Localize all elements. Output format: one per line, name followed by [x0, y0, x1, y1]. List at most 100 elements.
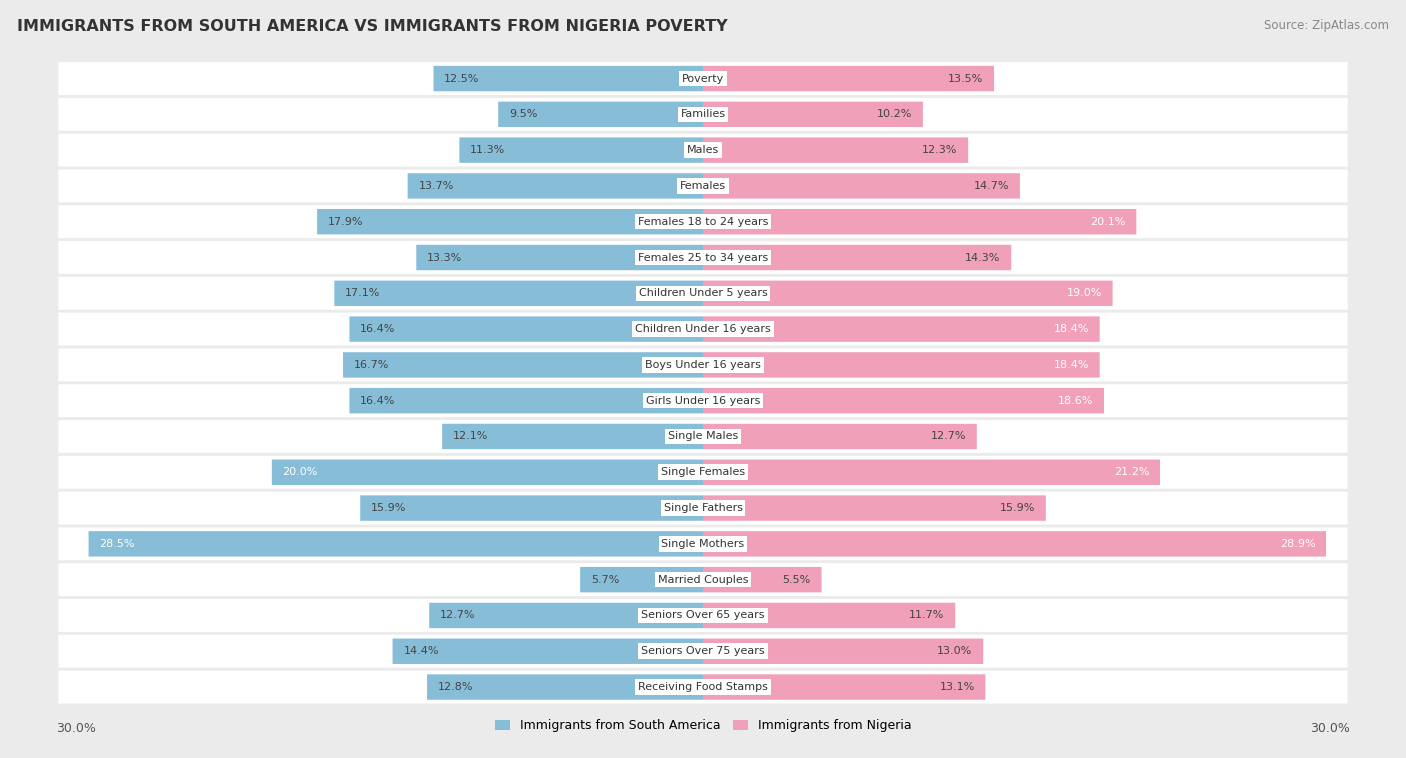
FancyBboxPatch shape	[703, 280, 1112, 306]
Text: 9.5%: 9.5%	[509, 109, 537, 119]
FancyBboxPatch shape	[703, 66, 994, 91]
FancyBboxPatch shape	[59, 528, 1347, 560]
FancyBboxPatch shape	[703, 174, 1019, 199]
FancyBboxPatch shape	[335, 280, 703, 306]
FancyBboxPatch shape	[433, 66, 703, 91]
Text: 12.7%: 12.7%	[931, 431, 966, 441]
Text: 28.5%: 28.5%	[100, 539, 135, 549]
FancyBboxPatch shape	[59, 634, 1347, 668]
FancyBboxPatch shape	[408, 174, 703, 199]
FancyBboxPatch shape	[703, 531, 1326, 556]
FancyBboxPatch shape	[460, 137, 703, 163]
Text: 11.7%: 11.7%	[910, 610, 945, 621]
FancyBboxPatch shape	[703, 102, 922, 127]
FancyBboxPatch shape	[59, 420, 1347, 453]
FancyBboxPatch shape	[416, 245, 703, 270]
FancyBboxPatch shape	[703, 352, 1099, 377]
Text: 11.3%: 11.3%	[470, 145, 505, 155]
FancyBboxPatch shape	[703, 459, 1160, 485]
FancyBboxPatch shape	[59, 599, 1347, 632]
FancyBboxPatch shape	[59, 492, 1347, 525]
Text: Married Couples: Married Couples	[658, 575, 748, 584]
Text: 20.0%: 20.0%	[283, 467, 318, 478]
Text: Seniors Over 75 years: Seniors Over 75 years	[641, 647, 765, 656]
FancyBboxPatch shape	[703, 496, 1046, 521]
Text: Poverty: Poverty	[682, 74, 724, 83]
FancyBboxPatch shape	[703, 603, 955, 628]
Text: 12.1%: 12.1%	[453, 431, 488, 441]
Text: 18.4%: 18.4%	[1053, 324, 1088, 334]
Text: 13.1%: 13.1%	[939, 682, 974, 692]
Text: Single Mothers: Single Mothers	[661, 539, 745, 549]
FancyBboxPatch shape	[59, 170, 1347, 202]
Text: 16.4%: 16.4%	[360, 396, 395, 406]
FancyBboxPatch shape	[59, 384, 1347, 417]
Text: 28.9%: 28.9%	[1279, 539, 1315, 549]
Text: Seniors Over 65 years: Seniors Over 65 years	[641, 610, 765, 621]
FancyBboxPatch shape	[343, 352, 703, 377]
Text: Children Under 16 years: Children Under 16 years	[636, 324, 770, 334]
Text: 21.2%: 21.2%	[1114, 467, 1149, 478]
Text: 14.7%: 14.7%	[973, 181, 1010, 191]
Text: Females: Females	[681, 181, 725, 191]
FancyBboxPatch shape	[392, 638, 703, 664]
Text: IMMIGRANTS FROM SOUTH AMERICA VS IMMIGRANTS FROM NIGERIA POVERTY: IMMIGRANTS FROM SOUTH AMERICA VS IMMIGRA…	[17, 19, 727, 34]
Text: 15.9%: 15.9%	[371, 503, 406, 513]
FancyBboxPatch shape	[703, 388, 1104, 413]
FancyBboxPatch shape	[59, 312, 1347, 346]
Text: Girls Under 16 years: Girls Under 16 years	[645, 396, 761, 406]
Text: 13.3%: 13.3%	[427, 252, 463, 262]
FancyBboxPatch shape	[581, 567, 703, 592]
Text: Boys Under 16 years: Boys Under 16 years	[645, 360, 761, 370]
Text: Children Under 5 years: Children Under 5 years	[638, 288, 768, 299]
Text: 12.5%: 12.5%	[444, 74, 479, 83]
FancyBboxPatch shape	[498, 102, 703, 127]
FancyBboxPatch shape	[271, 459, 703, 485]
Text: Receiving Food Stamps: Receiving Food Stamps	[638, 682, 768, 692]
Legend: Immigrants from South America, Immigrants from Nigeria: Immigrants from South America, Immigrant…	[489, 714, 917, 738]
FancyBboxPatch shape	[59, 205, 1347, 238]
FancyBboxPatch shape	[703, 316, 1099, 342]
FancyBboxPatch shape	[703, 424, 977, 449]
Text: 13.7%: 13.7%	[419, 181, 454, 191]
Text: 17.9%: 17.9%	[328, 217, 363, 227]
FancyBboxPatch shape	[429, 603, 703, 628]
FancyBboxPatch shape	[703, 567, 821, 592]
Text: 15.9%: 15.9%	[1000, 503, 1035, 513]
Text: 19.0%: 19.0%	[1067, 288, 1102, 299]
Text: 14.4%: 14.4%	[404, 647, 439, 656]
Text: Females 25 to 34 years: Females 25 to 34 years	[638, 252, 768, 262]
Text: 16.4%: 16.4%	[360, 324, 395, 334]
FancyBboxPatch shape	[703, 137, 969, 163]
Text: Single Fathers: Single Fathers	[664, 503, 742, 513]
FancyBboxPatch shape	[703, 638, 983, 664]
FancyBboxPatch shape	[350, 388, 703, 413]
FancyBboxPatch shape	[59, 671, 1347, 703]
Text: 13.5%: 13.5%	[948, 74, 983, 83]
FancyBboxPatch shape	[89, 531, 703, 556]
Text: 16.7%: 16.7%	[354, 360, 389, 370]
FancyBboxPatch shape	[703, 245, 1011, 270]
Text: Males: Males	[688, 145, 718, 155]
Text: 12.8%: 12.8%	[437, 682, 474, 692]
Text: Families: Families	[681, 109, 725, 119]
Text: Source: ZipAtlas.com: Source: ZipAtlas.com	[1264, 19, 1389, 32]
FancyBboxPatch shape	[427, 675, 703, 700]
FancyBboxPatch shape	[59, 62, 1347, 95]
Text: 30.0%: 30.0%	[56, 722, 96, 735]
FancyBboxPatch shape	[59, 456, 1347, 489]
FancyBboxPatch shape	[360, 496, 703, 521]
Text: 10.2%: 10.2%	[877, 109, 912, 119]
Text: 14.3%: 14.3%	[965, 252, 1001, 262]
Text: 18.6%: 18.6%	[1057, 396, 1094, 406]
Text: 17.1%: 17.1%	[344, 288, 381, 299]
FancyBboxPatch shape	[350, 316, 703, 342]
Text: 5.5%: 5.5%	[783, 575, 811, 584]
Text: 20.1%: 20.1%	[1090, 217, 1126, 227]
Text: Females 18 to 24 years: Females 18 to 24 years	[638, 217, 768, 227]
FancyBboxPatch shape	[59, 277, 1347, 310]
FancyBboxPatch shape	[59, 241, 1347, 274]
Text: 12.7%: 12.7%	[440, 610, 475, 621]
FancyBboxPatch shape	[703, 209, 1136, 234]
Text: 13.0%: 13.0%	[938, 647, 973, 656]
